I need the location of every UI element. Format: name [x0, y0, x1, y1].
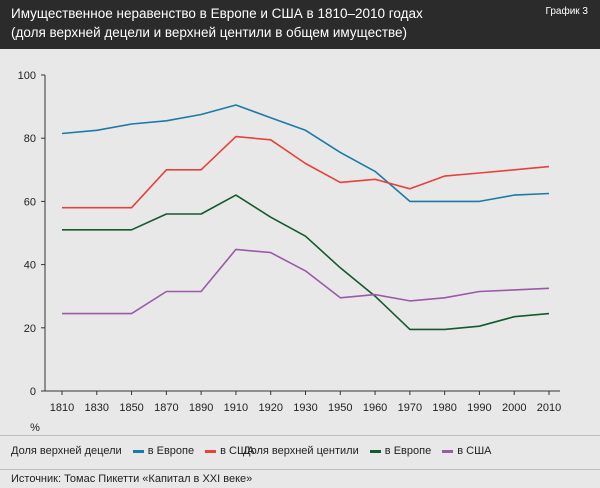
x-tick-label: 1920	[258, 402, 282, 414]
x-tick-label: 2000	[502, 402, 526, 414]
legend-group-label: Доля верхней децели	[11, 445, 122, 457]
legend-swatch-usa-top1	[442, 449, 454, 453]
y-tick-label: 0	[30, 386, 36, 398]
x-tick-label: 1960	[363, 402, 387, 414]
x-tick-label: 1830	[85, 402, 109, 414]
plot-area: 0 20 40 60 80 100 1810 1830 1850 1870 1890 1910 1920…	[0, 49, 600, 435]
x-tick-label: 1950	[328, 402, 352, 414]
x-tick-label: 1930	[293, 402, 317, 414]
x-tick-label: 1990	[467, 402, 491, 414]
y-tick-label: 100	[18, 70, 36, 82]
legend-label: в США	[457, 445, 492, 458]
y-tick-label: 40	[24, 260, 36, 272]
legend-item-europe-top1: в Европе	[369, 445, 432, 458]
legend-group-label: Доля верхней центили	[243, 445, 359, 457]
legend-item-europe-top10: в Европе	[132, 445, 195, 458]
legend-label: в Европе	[147, 445, 195, 458]
chart-header: Имущественное неравенство в Европе и США…	[0, 0, 600, 49]
legend-group-top1: Доля верхней центили в Европе в США	[243, 445, 492, 457]
x-tick-label: 1980	[432, 402, 456, 414]
legend-item-usa-top10: в США	[205, 445, 254, 457]
x-tick-label: 1970	[398, 402, 422, 414]
x-tick-label: 2010	[537, 402, 561, 414]
legend-swatch-usa-top10	[205, 449, 217, 453]
y-tick-label: 80	[24, 133, 36, 145]
series-line-usa-top1	[62, 248, 550, 315]
legend-label: в США	[220, 445, 255, 458]
legend-item-usa-top1: в США	[442, 445, 492, 458]
x-tick-label: 1810	[50, 402, 74, 414]
x-tick-label: 1890	[189, 402, 213, 414]
figure-label: График 3	[545, 6, 588, 17]
series-line-europe-top1	[62, 194, 550, 331]
legend-group-top10: Доля верхней децели в Европе в США	[11, 445, 254, 457]
series-line-usa-top10	[62, 135, 550, 209]
x-tick-label: 1910	[224, 402, 248, 414]
legend: Доля верхней децели в Европе в США Доля …	[0, 435, 600, 469]
x-tick-label: 1870	[154, 402, 178, 414]
y-tick-label: 60	[24, 196, 36, 208]
legend-swatch-europe-top1	[369, 449, 381, 453]
y-axis-unit-label: %	[30, 422, 40, 434]
chart-title: Имущественное неравенство в Европе и США…	[11, 6, 423, 21]
source-note: Источник: Томас Пикетти «Капитал в XXI в…	[0, 469, 600, 488]
y-tick-label: 20	[24, 323, 36, 335]
series-line-europe-top10	[61, 104, 550, 203]
legend-swatch-europe-top10	[132, 449, 144, 453]
line-chart: 0 20 40 60 80 100 1810 1830 1850 1870 1890 1910 1920…	[18, 70, 562, 434]
chart-subtitle: (доля верхней децели и верхней центили в…	[11, 25, 408, 40]
legend-label: в Европе	[384, 445, 432, 458]
x-tick-label: 1850	[119, 402, 143, 414]
